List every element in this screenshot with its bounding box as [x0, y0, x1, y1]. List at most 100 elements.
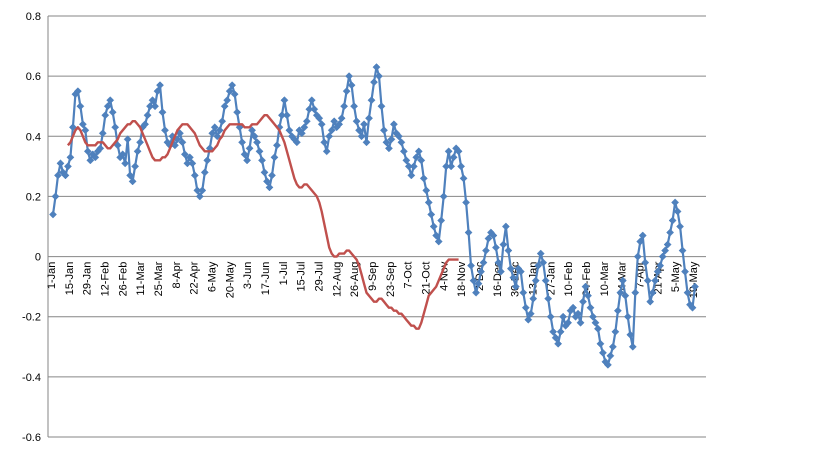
series-1-point	[623, 312, 632, 321]
series-1-point	[133, 147, 142, 156]
series-1-point	[516, 267, 525, 276]
series-1-point	[73, 87, 82, 96]
series-1-point	[579, 297, 587, 306]
series-1-point	[230, 90, 239, 99]
series-1-point	[178, 138, 187, 147]
series-1-point	[200, 168, 209, 177]
series-1-point	[330, 117, 339, 126]
series-1-point	[477, 267, 485, 276]
series-1-point	[143, 111, 152, 120]
series-1-point	[61, 171, 70, 180]
series-1-point	[83, 147, 92, 156]
series-1-point	[628, 342, 637, 351]
series-1-point	[611, 327, 620, 336]
y-axis-tick-labels: 0.8 0.6 0.4 0.2 0 -0.2 -0.4 -0.6	[22, 11, 41, 444]
series-1-point	[676, 222, 685, 231]
series-1-point	[185, 153, 194, 162]
series-1-point	[419, 174, 428, 183]
series-1-point	[633, 252, 642, 261]
series-1-point	[123, 135, 132, 144]
series-1-point	[574, 309, 582, 318]
series-1-point	[526, 309, 535, 318]
series-1-point	[78, 120, 87, 129]
series-1-point	[444, 147, 453, 156]
series-1-point	[300, 123, 309, 132]
series-1-point	[245, 144, 254, 153]
x-tick-label: 6-May	[207, 261, 219, 292]
series-1-point	[362, 138, 371, 147]
series-1-point	[56, 159, 65, 168]
series-1-point	[596, 339, 605, 348]
series-1-point	[156, 81, 164, 90]
series-1-point	[265, 183, 274, 192]
x-tick-label: 1-Jan	[46, 262, 58, 290]
x-tick-label: 23-Sep	[385, 262, 397, 297]
series-1-point	[484, 234, 493, 243]
series-1-point	[180, 150, 189, 159]
x-tick-label: 11-Mar	[135, 261, 147, 295]
series-1-point	[631, 288, 640, 297]
x-tick-label: 9-Sep	[367, 262, 379, 291]
x-tick-label: 20-May	[224, 261, 236, 298]
series-1-point	[469, 276, 478, 285]
series-1-point	[576, 318, 585, 327]
series-1-point	[215, 126, 224, 135]
y-tick-label: -0.2	[22, 312, 41, 324]
series-1-point	[658, 252, 667, 261]
series-1-point	[195, 192, 204, 201]
series-1-point	[459, 174, 468, 183]
series-1-point	[317, 120, 326, 129]
series-1-point	[447, 162, 456, 171]
series-1-point	[648, 288, 657, 297]
series-1-point	[546, 312, 555, 321]
series-1-point	[387, 135, 396, 144]
series-1-point	[255, 147, 264, 156]
series-1-point	[389, 120, 398, 129]
series-1-point	[355, 126, 364, 135]
series-1-point	[541, 276, 550, 285]
series-1-point	[335, 120, 344, 129]
series-1-point	[673, 207, 682, 216]
series-1-point	[584, 291, 592, 300]
series-1-point	[482, 246, 490, 255]
series-1-point	[151, 102, 159, 111]
x-tick-label: 4-Nov	[438, 261, 450, 291]
series-1-point	[434, 237, 443, 246]
series-1-point	[370, 78, 378, 87]
series-1-point	[350, 102, 359, 111]
series-1-point	[208, 129, 217, 138]
series-1-point	[302, 117, 311, 126]
series-1-point	[352, 117, 361, 126]
series-1-line	[51, 66, 697, 366]
series-1-point	[661, 246, 670, 255]
x-tick-label: 18-Nov	[456, 261, 468, 297]
series-1-point	[511, 282, 520, 291]
series-1-point	[524, 315, 533, 324]
series-1-point	[407, 171, 416, 180]
series-1-point	[297, 129, 306, 138]
series-1-point	[432, 231, 441, 240]
series-1-point	[121, 159, 130, 168]
x-tick-label: 26-Aug	[349, 262, 361, 297]
series-1-point	[260, 168, 269, 177]
series-1-point	[549, 327, 558, 336]
series-1-point	[203, 156, 212, 165]
series-1-point	[238, 138, 247, 147]
series-1-point	[653, 267, 662, 276]
series-1-point	[678, 246, 687, 255]
series-1-point	[509, 273, 518, 282]
series-1-point	[367, 96, 376, 105]
series-1-point	[81, 126, 90, 135]
series-2-line	[66, 114, 459, 330]
series-1-point	[417, 156, 426, 165]
series-1-point	[310, 105, 319, 114]
series-1-point	[228, 81, 237, 90]
series-1-point	[409, 162, 418, 171]
series-1-point	[54, 171, 62, 180]
series-1-point	[347, 81, 356, 90]
series-1-point	[340, 102, 349, 111]
x-tick-label: 7-Oct	[403, 262, 415, 289]
series-1-point	[158, 108, 167, 117]
series-1-point	[320, 138, 329, 147]
series-1-point	[412, 153, 421, 162]
